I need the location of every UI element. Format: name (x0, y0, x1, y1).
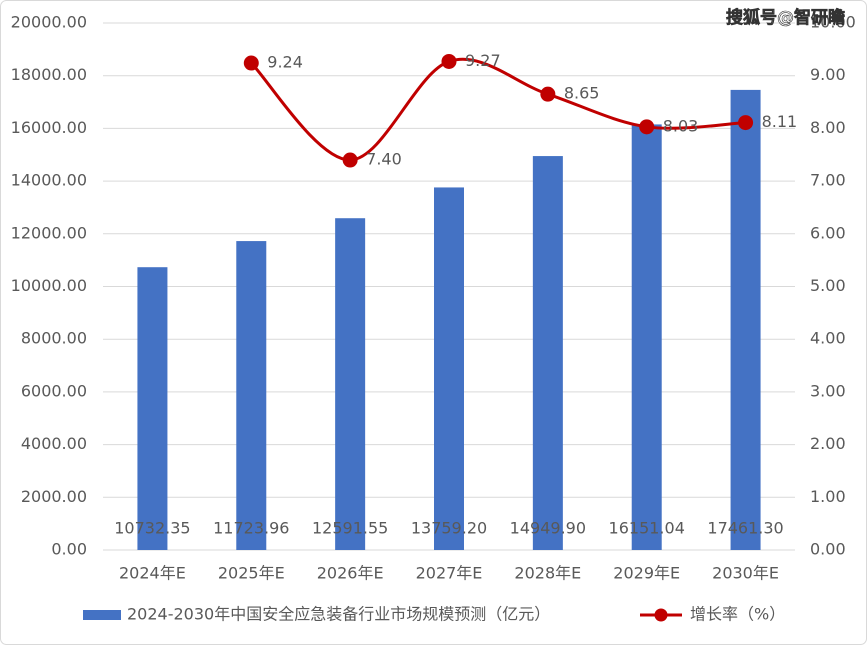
y-tick-label: 18000.00 (11, 65, 87, 84)
y-tick-label: 8000.00 (21, 329, 87, 348)
bar-value-label: 17461.30 (707, 519, 783, 538)
bar-value-label: 13759.20 (411, 519, 487, 538)
line-marker (738, 115, 754, 131)
y-tick-label: 2000.00 (21, 487, 87, 506)
x-tick-label: 2024年E (119, 564, 186, 583)
y2-tick-label: 4.00 (810, 329, 846, 348)
bar-value-label: 11723.96 (213, 519, 289, 538)
line-value-label: 9.27 (465, 51, 501, 70)
bar-value-label: 10732.35 (114, 519, 190, 538)
line-value-label: 7.40 (366, 150, 402, 169)
bar (335, 218, 366, 551)
y-tick-label: 4000.00 (21, 434, 87, 453)
y-tick-label: 6000.00 (21, 381, 87, 400)
y-tick-label: 14000.00 (11, 171, 87, 190)
y2-tick-label: 1.00 (810, 487, 846, 506)
legend-swatch (654, 608, 668, 622)
line-marker (441, 53, 457, 69)
y-tick-label: 16000.00 (11, 118, 87, 137)
bar-value-label: 14949.90 (510, 519, 586, 538)
line-value-label: 9.24 (267, 53, 303, 72)
line-marker (639, 119, 655, 135)
x-tick-label: 2027年E (416, 564, 483, 583)
y2-tick-label: 10.00 (810, 13, 856, 32)
x-tick-label: 2030年E (712, 564, 779, 583)
bar (631, 124, 662, 550)
legend-label: 2024-2030年中国安全应急装备行业市场规模预测（亿元） (127, 605, 550, 624)
y2-tick-label: 5.00 (810, 276, 846, 295)
y-tick-label: 0.00 (51, 540, 87, 559)
y2-tick-label: 6.00 (810, 223, 846, 242)
y-tick-label: 20000.00 (11, 13, 87, 32)
y2-tick-label: 2.00 (810, 434, 846, 453)
x-tick-label: 2029年E (613, 564, 680, 583)
y2-tick-label: 8.00 (810, 118, 846, 137)
bar (236, 241, 267, 550)
line-value-label: 8.65 (564, 84, 600, 103)
legend-swatch (83, 610, 121, 620)
x-tick-label: 2025年E (218, 564, 285, 583)
y2-tick-label: 7.00 (810, 171, 846, 190)
y2-tick-label: 3.00 (810, 381, 846, 400)
bar (137, 267, 168, 550)
watermark: 搜狐号@智研瞻 (726, 7, 845, 28)
bar-value-label: 16151.04 (609, 519, 685, 538)
line-value-label: 8.03 (663, 116, 699, 135)
bar (434, 187, 464, 551)
bar-value-label: 12591.55 (312, 519, 388, 538)
y-tick-label: 10000.00 (11, 276, 87, 295)
line-value-label: 8.11 (762, 112, 798, 131)
y-tick-label: 12000.00 (11, 223, 87, 242)
bar (730, 89, 761, 550)
x-tick-label: 2026年E (317, 564, 384, 583)
legend-label: 增长率（%） (690, 605, 785, 624)
y2-tick-label: 9.00 (810, 65, 846, 84)
bar (532, 156, 563, 550)
x-tick-label: 2028年E (514, 564, 581, 583)
y2-tick-label: 0.00 (810, 540, 846, 559)
line-marker (243, 55, 259, 71)
line-marker (540, 86, 556, 102)
line-marker (342, 152, 358, 168)
